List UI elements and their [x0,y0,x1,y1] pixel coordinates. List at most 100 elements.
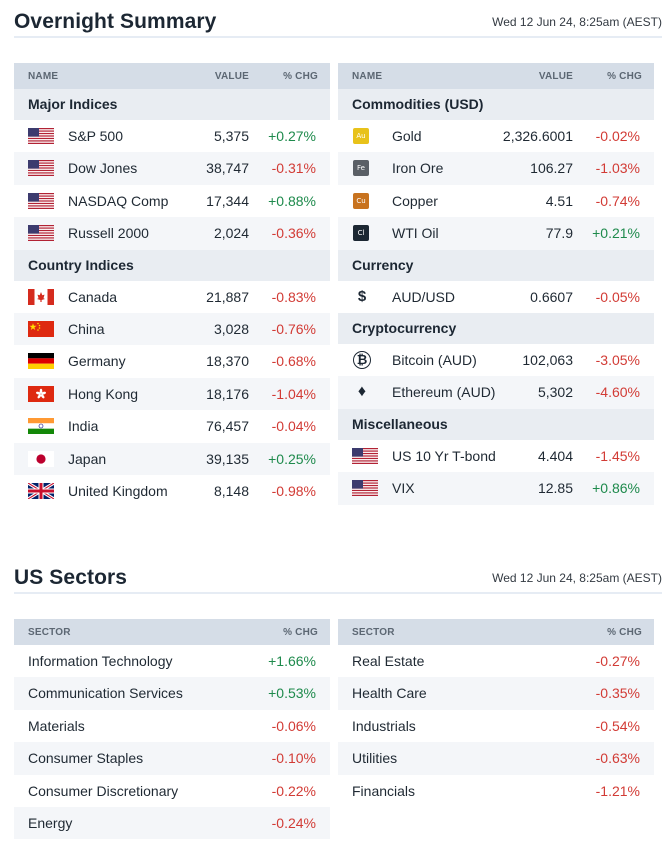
germany-flag-icon [28,353,54,370]
row-name: Iron Ore [392,160,444,177]
table-row[interactable]: China 3,028 -0.76% [14,312,330,346]
group-country-indices: Country Indices [14,249,330,281]
table-row[interactable]: United Kingdom 8,148 -0.98% [14,475,330,507]
table-row[interactable]: NASDAQ Comp 17,344 +0.88% [14,185,330,217]
commodities-table: NAME VALUE % CHG Commodities (USD) Au Go… [338,63,654,505]
table-row[interactable]: ₿ Bitcoin (AUD) 102,063 -3.05% [338,344,654,376]
table-row[interactable]: Energy -0.24% [14,806,330,840]
table-row[interactable]: Japan 39,135 +0.25% [14,442,330,475]
row-name: China [68,320,105,337]
table-row[interactable]: Canada 21,887 -0.83% [14,281,330,313]
header-value: VALUE [538,71,573,82]
us-flag-icon [28,192,54,209]
row-value: 39,135 [206,450,249,467]
table-row[interactable]: Dow Jones 38,747 -0.31% [14,152,330,185]
row-name: Japan [68,450,107,467]
row-value: 4.404 [537,447,573,464]
row-value: 2,024 [213,225,249,242]
row-name: Russell 2000 [68,225,149,242]
uk-flag-icon [28,482,54,499]
row-name: India [68,418,99,435]
group-currency: Currency [338,249,654,281]
table-row[interactable]: Cl WTI Oil 77.9 +0.21% [338,217,654,250]
row-value: 5,302 [537,384,573,401]
table-row[interactable]: Fe Iron Ore 106.27 -1.03% [338,152,654,185]
header-chg: % CHG [283,71,318,82]
sector-name: Materials [28,717,85,734]
row-chg: -1.45% [595,447,640,464]
table-row[interactable]: Financials -1.21% [338,775,654,807]
sector-chg: -0.35% [595,685,640,702]
row-chg: -0.68% [271,353,316,370]
row-value: 102,063 [522,351,573,368]
sector-name: Industrials [352,717,416,734]
row-chg: +0.21% [592,225,640,242]
row-name: AUD/USD [392,288,456,305]
us-flag-icon [352,480,378,497]
row-chg: -0.31% [271,160,316,177]
table-row[interactable]: Industrials -0.54% [338,710,654,742]
sectors-table-left: SECTOR % CHG Information Technology +1.6… [14,619,330,840]
bitcoin-icon: ₿ [353,350,371,369]
row-value: 3,028 [213,320,249,337]
table-row[interactable]: Real Estate -0.27% [338,645,654,677]
table-row[interactable]: Health Care -0.35% [338,677,654,710]
canada-flag-icon [28,288,54,305]
sector-name: Health Care [352,685,427,702]
row-value: 18,176 [206,385,249,402]
table-row[interactable]: Au Gold 2,326.6001 -0.02% [338,120,654,152]
row-value: 77.9 [545,225,573,242]
group-miscellaneous: Miscellaneous [338,408,654,440]
row-chg: -0.05% [595,288,640,305]
india-flag-icon [28,418,54,435]
row-chg: -3.05% [595,351,640,368]
row-chg: -1.04% [271,385,316,402]
table-row[interactable]: Hong Kong 18,176 -1.04% [14,377,330,411]
table-row[interactable]: Consumer Discretionary -0.22% [14,775,330,807]
us-flag-icon [352,447,378,464]
table-row[interactable]: Russell 2000 2,024 -0.36% [14,217,330,250]
table-row[interactable]: Communication Services +0.53% [14,677,330,710]
table-row[interactable]: India 76,457 -0.04% [14,410,330,442]
row-chg: -0.83% [271,288,316,305]
row-value: 21,887 [206,288,249,305]
row-name: Germany [68,353,126,370]
copper-icon: Cu [353,192,369,209]
sector-name: Real Estate [352,653,425,669]
row-name: United Kingdom [68,482,168,499]
table-row[interactable]: Consumer Staples -0.10% [14,742,330,775]
japan-flag-icon [28,450,54,467]
row-name: US 10 Yr T-bond [392,447,496,464]
row-name: Dow Jones [68,160,138,177]
row-chg: -4.60% [595,384,640,401]
row-chg: -1.03% [595,160,640,177]
us-sectors-timestamp: Wed 12 Jun 24, 8:25am (AEST) [492,571,662,585]
table-row[interactable]: VIX 12.85 +0.86% [338,472,654,505]
overnight-summary-header: Overnight Summary Wed 12 Jun 24, 8:25am … [14,6,662,38]
table-row[interactable]: Utilities -0.63% [338,742,654,775]
table-row[interactable]: Germany 18,370 -0.68% [14,345,330,377]
table-header: SECTOR % CHG [14,619,330,645]
row-name: VIX [392,480,415,497]
table-row[interactable]: $ AUD/USD 0.6607 -0.05% [338,281,654,313]
table-header: SECTOR % CHG [338,619,654,645]
header-sector: SECTOR [352,627,395,638]
table-row[interactable]: Materials -0.06% [14,710,330,742]
table-row[interactable]: S&P 500 5,375 +0.27% [14,120,330,152]
table-row[interactable]: US 10 Yr T-bond 4.404 -1.45% [338,440,654,472]
gold-icon: Au [353,128,369,144]
group-cryptocurrency: Cryptocurrency [338,312,654,344]
sector-chg: -0.24% [271,814,316,831]
overnight-summary-timestamp: Wed 12 Jun 24, 8:25am (AEST) [492,15,662,29]
table-row[interactable]: Information Technology +1.66% [14,645,330,677]
sector-chg: -0.63% [595,750,640,767]
table-row[interactable]: Cu Copper 4.51 -0.74% [338,185,654,217]
row-name: NASDAQ Comp [68,192,169,209]
us-sectors-title: US Sectors [14,566,128,589]
row-value: 5,375 [213,128,249,144]
sector-name: Financials [352,782,416,799]
table-row[interactable]: ♦ Ethereum (AUD) 5,302 -4.60% [338,376,654,409]
us-flag-icon [28,225,54,242]
china-flag-icon [28,320,54,337]
row-value: 2,326.6001 [502,128,573,144]
